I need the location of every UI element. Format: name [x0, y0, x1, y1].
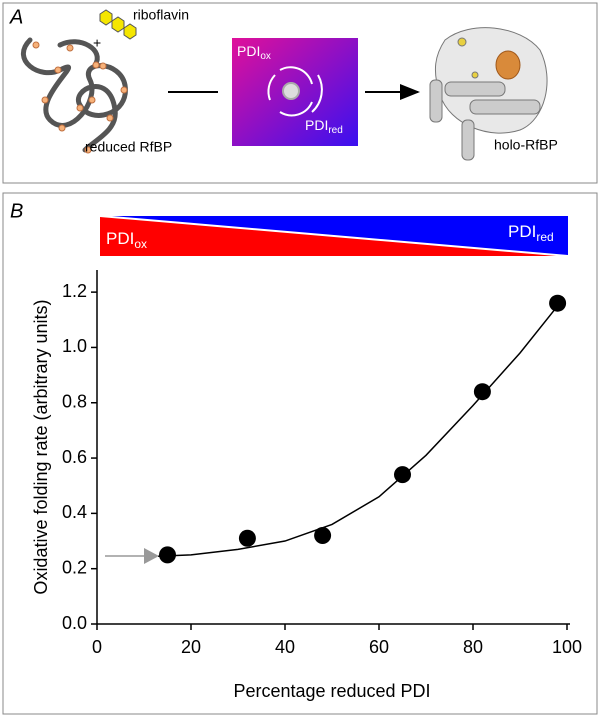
y-axis-title: Oxidative folding rate (arbitrary units): [31, 299, 51, 594]
pdi-base: PDI: [106, 229, 134, 248]
y-tick-label: 1.2: [62, 281, 87, 301]
y-tick-label: 0.8: [62, 392, 87, 412]
pdi-sub: ox: [260, 51, 271, 62]
redox-cycle: [267, 66, 323, 117]
y-tick-label: 0.2: [62, 557, 87, 577]
data-point: [238, 529, 256, 547]
fit-curve: [158, 305, 559, 557]
holo-protein: [429, 27, 548, 161]
gradient-left-label: PDIox: [106, 229, 147, 251]
pdi-base: PDI: [508, 222, 536, 241]
x-tick-label: 80: [463, 637, 483, 657]
panel-label: B: [10, 200, 23, 222]
pdi-sub: ox: [134, 237, 147, 251]
reduced-chain: [21, 37, 128, 153]
y-tick-label: 0.6: [62, 447, 87, 467]
riboflavin-icon: [99, 9, 137, 40]
data-point: [314, 527, 332, 544]
y-tick-label: 0.4: [62, 502, 87, 522]
gradient-divider: [99, 215, 569, 257]
pdi-ox-label: PDIox: [237, 43, 271, 62]
plus-sign: +: [93, 35, 101, 51]
data-point: [549, 294, 567, 312]
reduced-label: reduced RfBP: [85, 139, 172, 155]
pdi-red-label: PDIred: [305, 117, 343, 136]
pdi-sub: red: [536, 230, 553, 244]
start-arrowhead: [144, 548, 159, 564]
gradient-right-label: PDIred: [508, 222, 554, 244]
x-tick-label: 100: [552, 637, 582, 657]
chain-dots: [32, 41, 128, 154]
pdi-base: PDI: [237, 43, 260, 59]
data-point: [159, 546, 176, 564]
x-tick-label: 0: [92, 637, 102, 657]
x-tick-label: 20: [181, 637, 201, 657]
panel-b-frame: [2, 192, 598, 715]
x-tick-label: 40: [275, 637, 295, 657]
y-tick-label: 1.0: [62, 336, 87, 356]
pdi-sub: red: [328, 125, 342, 136]
pdi-base: PDI: [305, 117, 328, 133]
data-point: [473, 383, 491, 401]
x-axis-title: Percentage reduced PDI: [233, 681, 430, 701]
riboflavin-label: riboflavin: [133, 7, 189, 23]
holo-label: holo-RfBP: [494, 137, 558, 153]
y-tick-label: 0.0: [62, 613, 87, 633]
pdi-gradient: [99, 215, 569, 257]
data-point: [394, 466, 411, 484]
panel-label: A: [9, 6, 23, 28]
x-tick-label: 60: [369, 637, 389, 657]
